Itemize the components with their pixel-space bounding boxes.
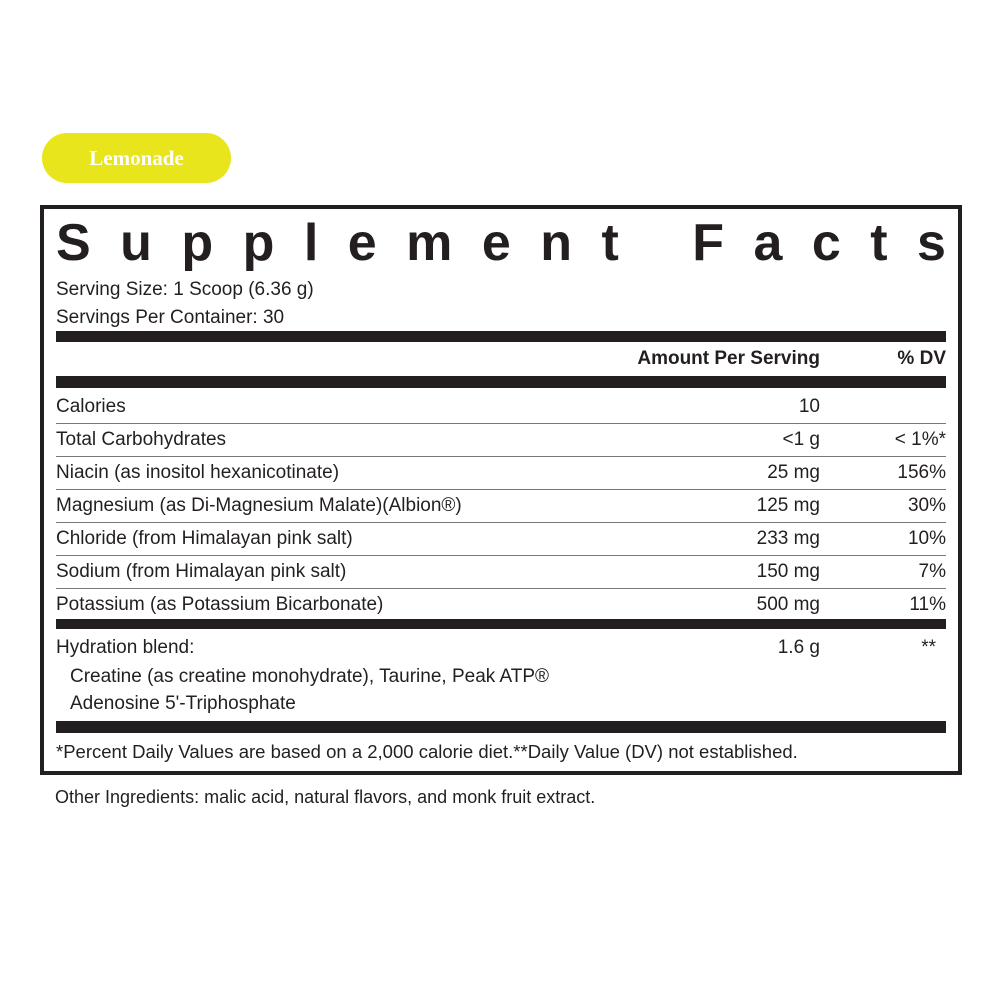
title-letter: n [540, 214, 573, 272]
nutrient-amount: 500 mg [756, 594, 820, 615]
title-letter: S [56, 214, 91, 272]
table-row: Niacin (as inositol hexanicotinate) 25 mg… [56, 456, 946, 490]
nutrient-name: Chloride (from Himalayan pink salt) [56, 528, 353, 549]
title-letter: p [242, 214, 275, 272]
divider [56, 619, 946, 629]
nutrient-amount: 233 mg [756, 528, 820, 549]
divider [56, 331, 946, 342]
title-letter: c [811, 214, 841, 272]
nutrient-name: Potassium (as Potassium Bicarbonate) [56, 594, 384, 615]
flavor-badge: Lemonade [42, 133, 231, 183]
nutrient-dv: 156% [897, 462, 946, 483]
nutrient-dv: 30% [907, 495, 946, 516]
title-letter: a [753, 214, 783, 272]
nutrient-name: Sodium (from Himalayan pink salt) [56, 561, 347, 582]
nutrient-amount: 150 mg [756, 561, 820, 582]
blend-name: Hydration blend: [56, 637, 195, 658]
table-row: Sodium (from Himalayan pink salt) 150 mg 7… [56, 555, 946, 589]
blend-ingredients: Adenosine 5'-Triphosphate [70, 693, 296, 714]
table-row: Chloride (from Himalayan pink salt) 233 m… [56, 522, 946, 556]
dv-header: % DV [897, 348, 946, 369]
table-row: Magnesium (as Di-Magnesium Malate)(Albio… [56, 489, 946, 523]
title-letter [648, 217, 662, 269]
servings-per-container: Servings Per Container: 30 [56, 307, 285, 328]
nutrient-dv: 10% [907, 528, 946, 549]
nutrient-amount: 25 mg [767, 462, 820, 483]
blend-dv: ** [921, 637, 936, 658]
nutrient-amount: 125 mg [756, 495, 820, 516]
title-letter: p [181, 214, 214, 272]
nutrient-name: Total Carbohydrates [56, 429, 227, 450]
column-header: Amount Per Serving % DV [56, 342, 946, 375]
divider [56, 721, 946, 733]
title-letter: e [481, 214, 511, 272]
title-letter: t [870, 214, 888, 272]
table-row: Potassium (as Potassium Bicarbonate) 500 … [56, 588, 946, 621]
title-letter: l [303, 214, 319, 272]
nutrient-name: Calories [56, 396, 126, 417]
serving-size: Serving Size: 1 Scoop (6.36 g) [56, 279, 314, 300]
nutrient-name: Niacin (as inositol hexanicotinate) [56, 462, 340, 483]
blend-ingredients: Creatine (as creatine monohydrate), Taur… [70, 666, 550, 687]
title-letter: F [692, 214, 724, 272]
title-letter: u [120, 214, 152, 272]
table-row: Total Carbohydrates <1 g < 1%* [56, 423, 946, 457]
title-letter: s [917, 214, 946, 272]
title-letter: m [406, 214, 453, 272]
footnote: *Percent Daily Values are based on a 2,0… [56, 741, 798, 762]
title-letter: e [347, 214, 377, 272]
amount-header: Amount Per Serving [637, 348, 820, 369]
nutrient-dv: 7% [918, 561, 946, 582]
blend-amount: 1.6 g [777, 637, 820, 658]
nutrient-name: Magnesium (as Di-Magnesium Malate)(Albio… [56, 495, 462, 516]
nutrient-dv: 11% [909, 594, 946, 615]
nutrient-amount: 10 [798, 396, 820, 417]
nutrient-dv: < 1%* [894, 429, 946, 450]
table-row: Calories 10 [56, 390, 946, 424]
hydration-blend-row: Hydration blend: 1.6 g ** Creatine (as c… [56, 633, 946, 723]
title-letter: t [601, 214, 619, 272]
divider [56, 376, 946, 388]
nutrient-amount: <1 g [782, 429, 820, 450]
other-ingredients: Other Ingredients: malic acid, natural f… [55, 787, 596, 807]
